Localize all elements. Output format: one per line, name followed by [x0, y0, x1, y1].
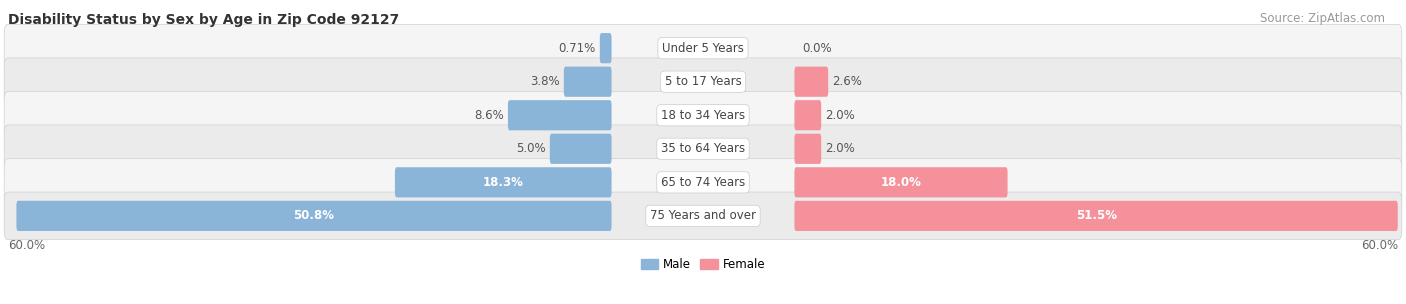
FancyBboxPatch shape [4, 24, 1402, 72]
Text: Disability Status by Sex by Age in Zip Code 92127: Disability Status by Sex by Age in Zip C… [7, 13, 399, 27]
FancyBboxPatch shape [794, 67, 828, 97]
FancyBboxPatch shape [794, 134, 821, 164]
Text: 0.71%: 0.71% [558, 42, 596, 55]
FancyBboxPatch shape [4, 192, 1402, 240]
FancyBboxPatch shape [4, 58, 1402, 105]
FancyBboxPatch shape [508, 100, 612, 130]
FancyBboxPatch shape [4, 125, 1402, 173]
Text: 2.0%: 2.0% [825, 109, 855, 122]
Text: Source: ZipAtlas.com: Source: ZipAtlas.com [1260, 12, 1385, 25]
Text: 8.6%: 8.6% [474, 109, 503, 122]
Text: 60.0%: 60.0% [7, 239, 45, 252]
Text: 2.0%: 2.0% [825, 142, 855, 155]
Text: 60.0%: 60.0% [1361, 239, 1399, 252]
Text: 75 Years and over: 75 Years and over [650, 209, 756, 222]
FancyBboxPatch shape [4, 158, 1402, 206]
FancyBboxPatch shape [395, 167, 612, 197]
Text: 50.8%: 50.8% [294, 209, 335, 222]
FancyBboxPatch shape [550, 134, 612, 164]
Text: 35 to 64 Years: 35 to 64 Years [661, 142, 745, 155]
FancyBboxPatch shape [17, 201, 612, 231]
Text: 0.0%: 0.0% [801, 42, 831, 55]
Text: 5 to 17 Years: 5 to 17 Years [665, 75, 741, 88]
Text: 18.0%: 18.0% [880, 176, 921, 189]
Text: 65 to 74 Years: 65 to 74 Years [661, 176, 745, 189]
FancyBboxPatch shape [794, 167, 1008, 197]
Text: 3.8%: 3.8% [530, 75, 560, 88]
Text: 51.5%: 51.5% [1076, 209, 1116, 222]
Text: 18.3%: 18.3% [482, 176, 523, 189]
Text: 5.0%: 5.0% [516, 142, 546, 155]
FancyBboxPatch shape [794, 100, 821, 130]
FancyBboxPatch shape [794, 201, 1398, 231]
FancyBboxPatch shape [564, 67, 612, 97]
FancyBboxPatch shape [600, 33, 612, 63]
Text: Under 5 Years: Under 5 Years [662, 42, 744, 55]
FancyBboxPatch shape [4, 92, 1402, 139]
Legend: Male, Female: Male, Female [636, 254, 770, 276]
Text: 18 to 34 Years: 18 to 34 Years [661, 109, 745, 122]
Text: 2.6%: 2.6% [832, 75, 862, 88]
